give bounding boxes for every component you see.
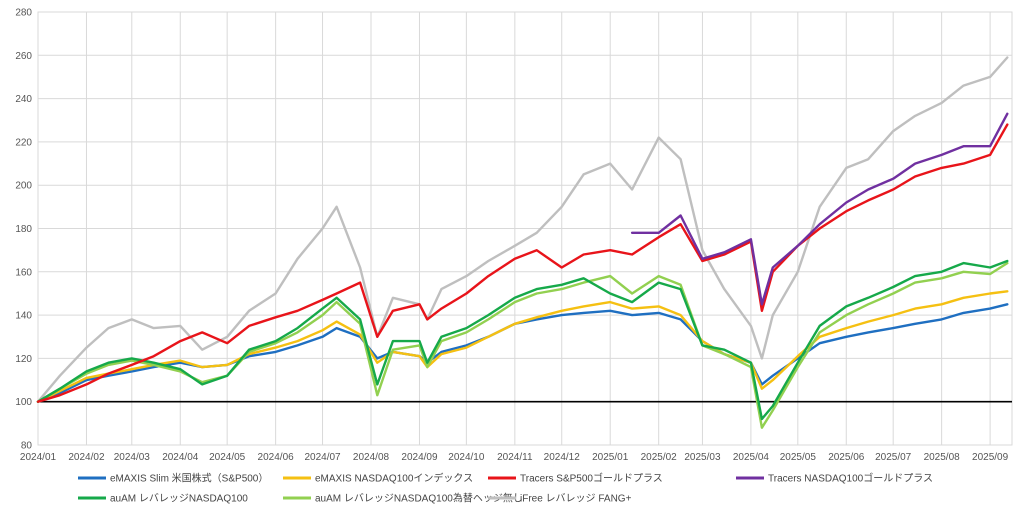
grid — [37, 11, 1013, 446]
series-line-2 — [36, 123, 1009, 403]
plot-area — [37, 11, 1013, 446]
y-tick-label: 200 — [15, 181, 32, 192]
x-tick-label: 2025/06 — [828, 452, 865, 463]
x-tick-label: 2024/12 — [544, 452, 581, 463]
y-tick-label: 120 — [15, 354, 32, 365]
x-tick-label: 2024/07 — [304, 452, 341, 463]
y-tick-label: 100 — [15, 397, 32, 408]
series-line-4 — [36, 259, 1009, 421]
series-line-0 — [36, 303, 1009, 403]
legend: eMAXIS Slim 米国株式（S&P500） eMAXIS NASDAQ100… — [78, 472, 933, 505]
y-tick-label: 180 — [15, 224, 32, 235]
series-lines — [36, 56, 1009, 429]
series-line-3 — [630, 112, 1009, 306]
y-tick-label: 160 — [15, 267, 32, 278]
series-line-6 — [36, 56, 1009, 403]
x-tick-label: 2024/11 — [497, 452, 533, 463]
y-tick-label: 240 — [15, 94, 32, 105]
x-tick-label: 2025/09 — [972, 452, 1009, 463]
legend-label: auAM レバレッジNASDAQ100 — [110, 493, 248, 505]
legend-label: auAM レバレッジNASDAQ100為替ヘッジ無し — [315, 492, 523, 505]
legend-label: eMAXIS NASDAQ100インデックス — [315, 472, 473, 485]
x-tick-label: 2024/04 — [162, 452, 199, 463]
y-tick-label: 220 — [15, 137, 32, 148]
x-tick-label: 2025/04 — [733, 452, 770, 463]
x-tick-label: 2024/03 — [114, 452, 151, 463]
x-tick-label: 2025/08 — [924, 452, 961, 463]
legend-label: Tracers S&P500ゴールドプラス — [520, 472, 663, 485]
x-tick-label: 2024/10 — [448, 452, 485, 463]
legend-label: eMAXIS Slim 米国株式（S&P500） — [110, 472, 268, 485]
series-line-5 — [36, 261, 1009, 429]
x-tick-label: 2025/01 — [592, 452, 629, 463]
x-tick-label: 2025/02 — [641, 452, 678, 463]
x-tick-label: 2025/05 — [780, 452, 817, 463]
x-axis-ticks: 2024/01 2024/02 2024/03 2024/04 2024/05 2024/… — [20, 452, 1009, 463]
y-tick-label: 80 — [21, 441, 33, 452]
legend-label: iFree レバレッジ FANG+ — [520, 493, 632, 505]
y-axis-ticks: 80 100 120 140 160 180 200 220 240 260 280 — [15, 8, 32, 452]
x-tick-label: 2024/08 — [353, 452, 390, 463]
x-tick-label: 2024/05 — [209, 452, 246, 463]
x-tick-label: 2025/03 — [684, 452, 721, 463]
legend-label: Tracers NASDAQ100ゴールドプラス — [768, 472, 933, 485]
y-tick-label: 280 — [15, 8, 32, 19]
x-tick-label: 2024/06 — [258, 452, 295, 463]
x-tick-label: 2024/01 — [20, 452, 57, 463]
x-tick-label: 2025/07 — [875, 452, 912, 463]
series-line-1 — [36, 290, 1009, 403]
y-tick-label: 260 — [15, 51, 32, 62]
x-tick-label: 2024/02 — [68, 452, 105, 463]
x-tick-label: 2024/09 — [401, 452, 438, 463]
y-tick-label: 140 — [15, 311, 32, 322]
